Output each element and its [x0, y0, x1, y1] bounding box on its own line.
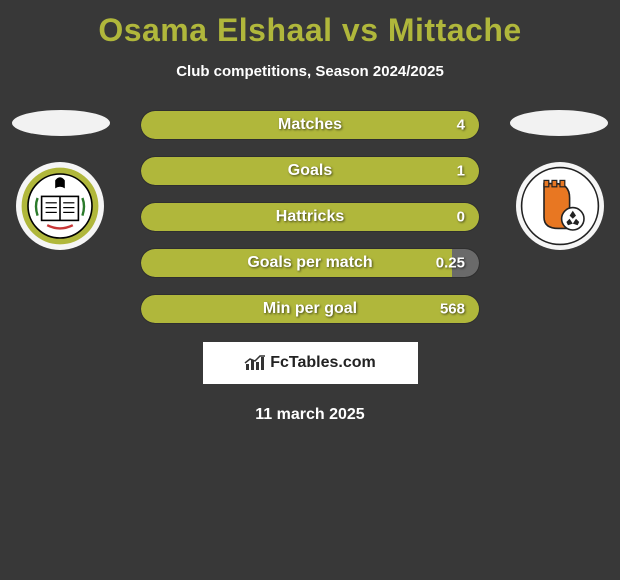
stat-label: Goals: [288, 162, 332, 180]
date-text: 11 march 2025: [0, 406, 620, 424]
brand-chart-icon: [244, 354, 266, 372]
subtitle: Club competitions, Season 2024/2025: [0, 63, 620, 80]
stat-label: Min per goal: [263, 300, 357, 318]
stat-value-right: 0: [457, 209, 465, 226]
stat-value-right: 1: [457, 163, 465, 180]
stat-label: Hattricks: [276, 208, 344, 226]
stat-row: Goals per match 0.25: [140, 248, 480, 278]
stat-value-right: 568: [440, 301, 465, 318]
stat-row: Goals 1: [140, 156, 480, 186]
player-right-photo-placeholder: [510, 110, 608, 136]
stat-row: Matches 4: [140, 110, 480, 140]
club-logo-left: [16, 162, 104, 250]
club-logo-right: [516, 162, 604, 250]
player-left-photo-placeholder: [12, 110, 110, 136]
stat-row: Min per goal 568: [140, 294, 480, 324]
stat-row: Hattricks 0: [140, 202, 480, 232]
stats-bars: Matches 4 Goals 1 Hattricks 0 Goals per match 0…: [140, 110, 480, 324]
stat-value-right: 4: [457, 117, 465, 134]
brand-text: FcTables.com: [270, 354, 376, 372]
comparison-content: Matches 4 Goals 1 Hattricks 0 Goals per match 0…: [0, 110, 620, 424]
brand-badge: FcTables.com: [203, 342, 418, 384]
club-logo-right-icon: [520, 166, 600, 246]
club-logo-left-icon: [20, 166, 100, 246]
page-title: Osama Elshaal vs Mittache: [0, 0, 620, 49]
stat-label: Matches: [278, 116, 342, 134]
stat-value-right: 0.25: [436, 255, 465, 272]
stat-label: Goals per match: [247, 254, 372, 272]
